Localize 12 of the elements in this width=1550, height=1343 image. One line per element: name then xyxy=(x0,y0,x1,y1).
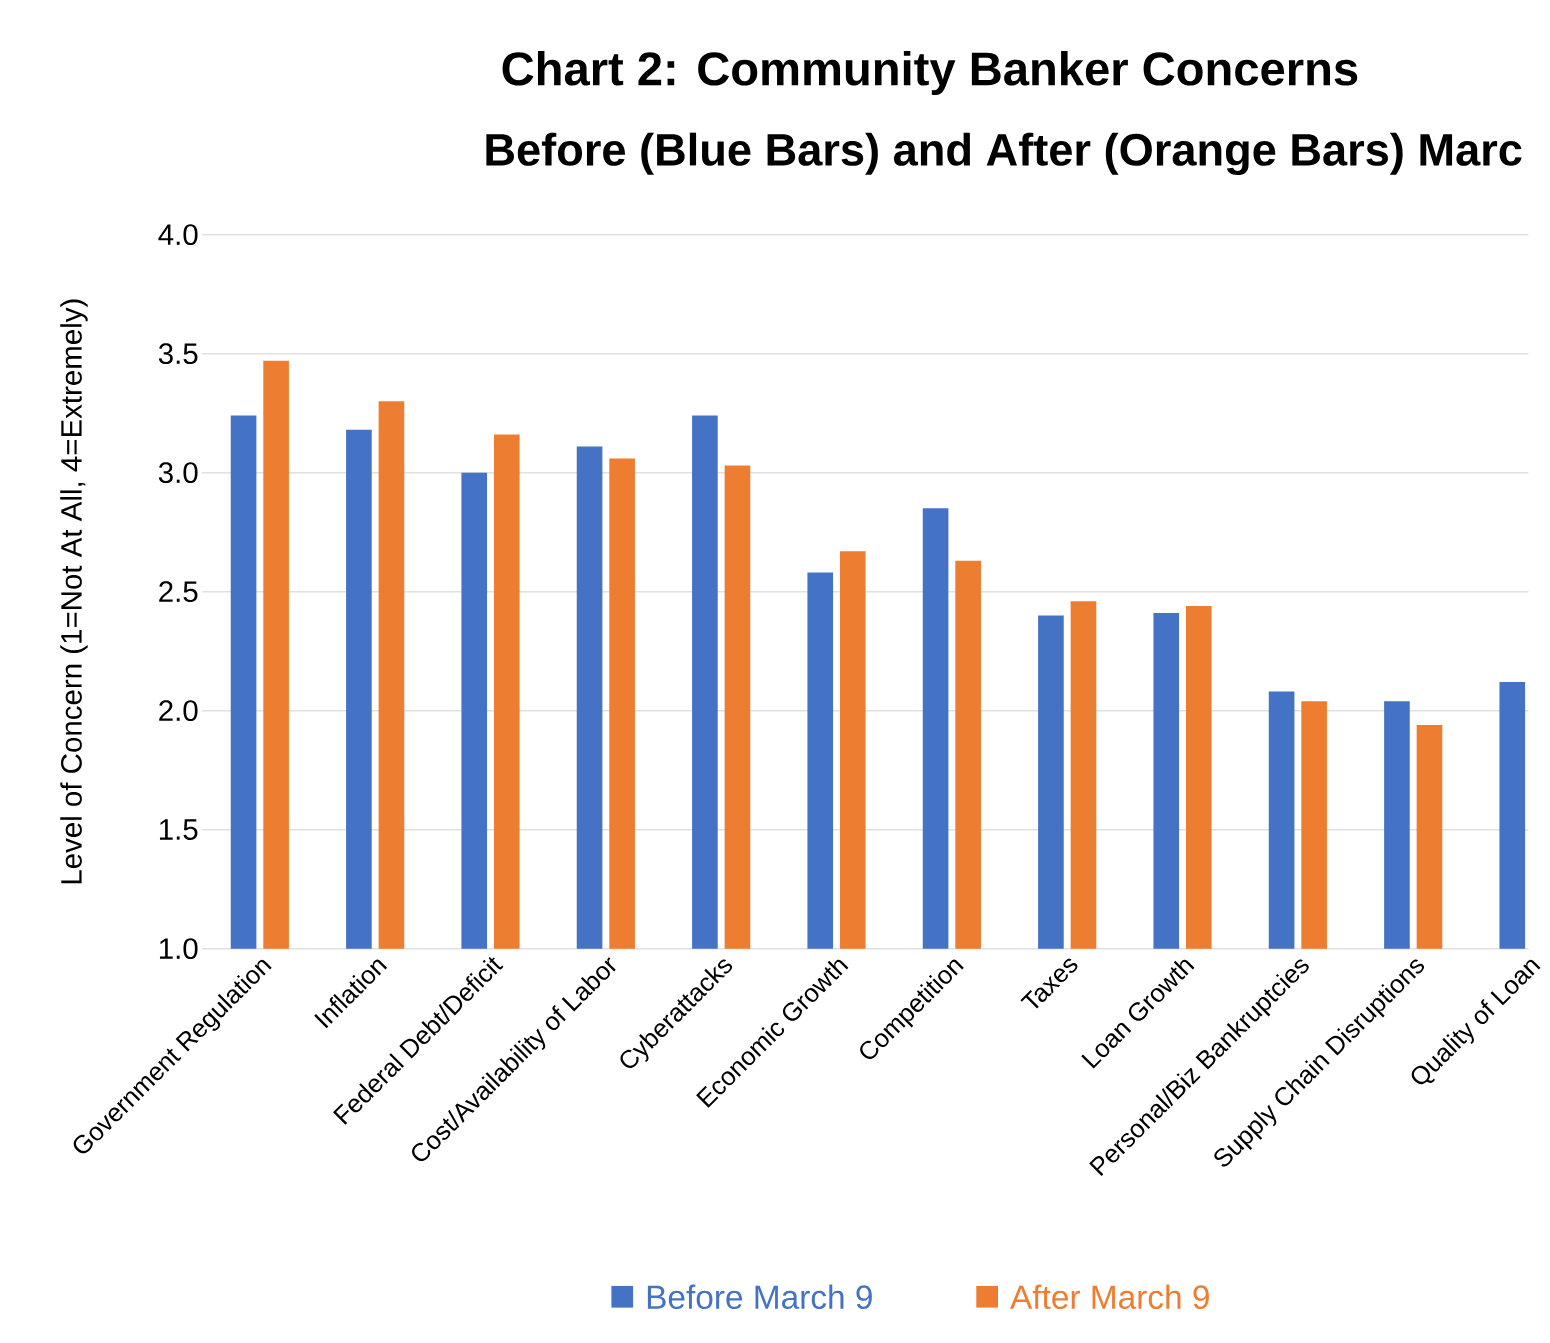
y-axis-title: Level of Concern (1=Not At All, 4=Extremely) xyxy=(60,299,88,884)
y-tick-label: 1.5 xyxy=(159,819,198,840)
y-tick-label: 4.0 xyxy=(158,224,198,246)
chart-title: Chart 2: Community Banker Concerns xyxy=(502,50,1358,95)
y-tick-label: 3.0 xyxy=(158,462,198,484)
chart-subtitle: Before (Blue Bars) and After (Orange Bars) Marc xyxy=(486,132,1522,175)
legend-label: After March 9 xyxy=(1010,1284,1209,1309)
legend-label: Before March 9 xyxy=(647,1284,872,1309)
y-tick-label: 1.0 xyxy=(159,938,198,960)
y-tick-label: 3.5 xyxy=(158,343,198,365)
y-tick-label: 2.0 xyxy=(159,700,198,722)
y-tick-label: 2.5 xyxy=(159,581,198,603)
